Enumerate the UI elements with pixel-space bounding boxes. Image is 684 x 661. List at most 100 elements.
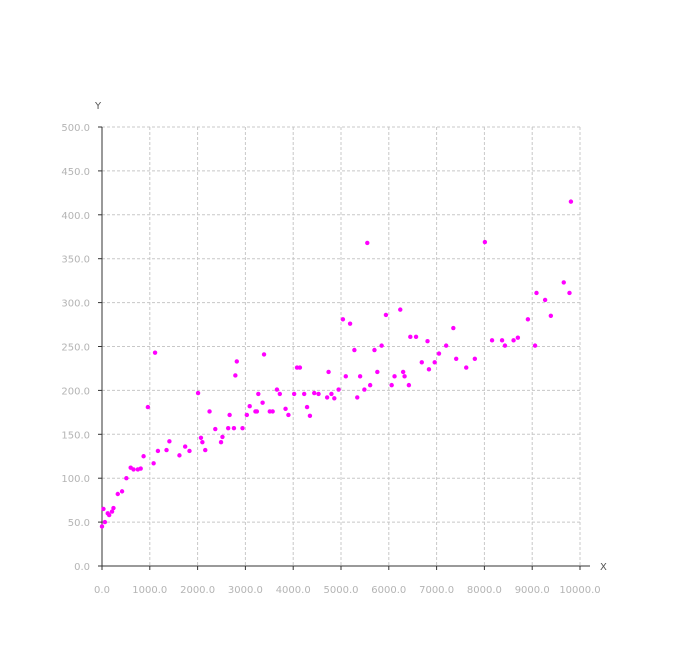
- data-point: [413, 334, 419, 340]
- data-point: [195, 390, 201, 396]
- data-point: [233, 373, 238, 378]
- data-point: [286, 412, 291, 418]
- y-tick-label: 0.0: [74, 562, 90, 573]
- data-point: [324, 395, 330, 400]
- data-point: [402, 374, 407, 379]
- data-point: [379, 343, 384, 348]
- data-point: [207, 409, 212, 414]
- data-point: [568, 199, 574, 204]
- data-point: [542, 297, 548, 303]
- data-point: [115, 491, 120, 497]
- data-point: [347, 321, 353, 326]
- x-tick-label: 2000.0: [180, 585, 215, 596]
- data-point: [352, 347, 357, 353]
- data-point: [198, 435, 204, 441]
- data-point: [443, 343, 449, 348]
- x-axis-title: X: [600, 562, 607, 573]
- data-points: [99, 199, 574, 529]
- data-point: [213, 426, 218, 432]
- y-tick-label: 450.0: [61, 167, 90, 178]
- data-point: [419, 360, 424, 365]
- data-point: [274, 387, 280, 392]
- y-tick-label: 200.0: [61, 386, 90, 397]
- axes: [101, 127, 590, 567]
- data-point: [400, 369, 406, 375]
- data-point: [425, 339, 430, 344]
- data-point: [548, 313, 554, 318]
- data-point: [332, 396, 337, 401]
- data-point: [138, 466, 143, 471]
- data-point: [398, 307, 403, 312]
- x-tick-label: 3000.0: [228, 585, 263, 596]
- data-point: [152, 350, 158, 355]
- x-tick-label: 4000.0: [276, 585, 311, 596]
- data-point: [383, 312, 389, 318]
- y-tick-label: 350.0: [61, 255, 90, 266]
- grid-lines: [102, 126, 581, 566]
- data-point: [203, 447, 208, 453]
- data-point: [297, 365, 303, 370]
- data-point: [119, 489, 125, 494]
- data-point: [283, 406, 288, 412]
- data-point: [141, 454, 146, 459]
- x-tick-label: 0.0: [94, 585, 110, 596]
- data-point: [312, 390, 317, 396]
- data-point: [244, 412, 250, 418]
- data-point: [200, 440, 205, 445]
- data-point: [291, 391, 297, 397]
- data-point: [99, 524, 105, 529]
- data-point: [254, 409, 260, 414]
- x-tick-label: 10000.0: [559, 585, 600, 596]
- data-point: [343, 374, 348, 379]
- data-point: [155, 448, 161, 454]
- data-point: [365, 240, 370, 246]
- data-point: [177, 453, 182, 458]
- data-point: [502, 343, 508, 348]
- x-tick-label: 9000.0: [515, 585, 550, 596]
- x-tick-label: 1000.0: [132, 585, 167, 596]
- data-point: [234, 359, 239, 364]
- x-tick-label: 8000.0: [467, 585, 502, 596]
- data-point: [225, 425, 231, 431]
- data-point: [406, 382, 412, 388]
- data-point: [220, 434, 225, 440]
- data-point: [392, 374, 397, 379]
- data-point: [182, 444, 188, 449]
- data-point: [218, 440, 224, 445]
- data-point: [372, 347, 377, 353]
- data-point: [355, 395, 360, 400]
- data-point: [472, 356, 478, 361]
- data-point: [301, 391, 307, 397]
- data-point: [326, 369, 331, 375]
- data-point: [567, 290, 572, 296]
- data-point: [167, 439, 172, 444]
- data-point: [532, 343, 538, 348]
- data-point: [111, 505, 116, 511]
- data-point: [261, 352, 267, 357]
- data-point: [534, 290, 539, 296]
- x-tick-label: 6000.0: [371, 585, 406, 596]
- ticks: 0.0 1000.0 2000.0 3000.0 4000.0 5000.0 6000.0 7…: [61, 123, 600, 596]
- data-point: [525, 317, 531, 322]
- y-tick-label: 50.0: [68, 518, 90, 529]
- data-point: [240, 425, 245, 431]
- data-point: [256, 391, 261, 397]
- data-point: [408, 334, 413, 340]
- data-point: [515, 335, 521, 340]
- data-point: [277, 391, 283, 397]
- data-point: [489, 338, 495, 343]
- data-point: [101, 506, 106, 512]
- data-point: [336, 387, 341, 392]
- y-tick-label: 150.0: [61, 430, 90, 441]
- data-point: [270, 409, 275, 414]
- data-point: [304, 404, 310, 410]
- data-point: [124, 476, 129, 481]
- data-point: [247, 404, 252, 409]
- data-point: [436, 351, 442, 356]
- data-point: [316, 391, 321, 397]
- data-point: [307, 413, 313, 419]
- data-point: [357, 374, 363, 379]
- data-point: [231, 425, 237, 431]
- y-tick-label: 100.0: [61, 474, 90, 485]
